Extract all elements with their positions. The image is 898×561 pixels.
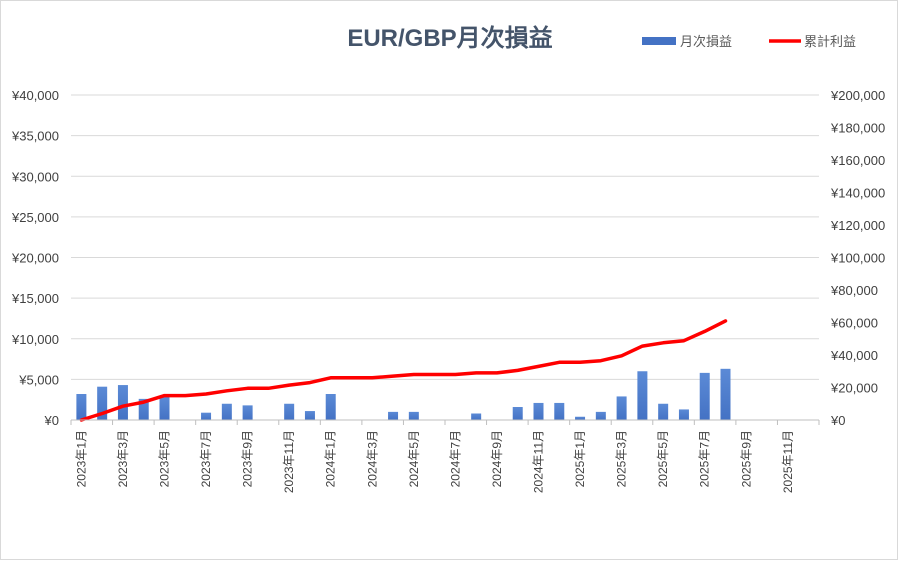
y-left-tick-label: ¥40,000 [11, 88, 59, 103]
y-left-tick-label: ¥10,000 [11, 332, 59, 347]
cumulative-line [79, 319, 728, 422]
bar [720, 368, 731, 420]
x-tick-label: 2024年5月 [407, 430, 421, 487]
legend-label-monthly: 月次損益 [680, 34, 732, 49]
gridlines [71, 94, 819, 421]
x-tick-label: 2023年5月 [158, 430, 172, 487]
x-tick-label: 2024年7月 [448, 430, 462, 487]
y-right-tick-label: ¥100,000 [830, 251, 885, 266]
y-left-tick-label: ¥15,000 [11, 291, 59, 306]
bar [325, 394, 336, 420]
x-tick-label: 2025年7月 [698, 430, 712, 487]
legend: 月次損益 累計利益 [642, 34, 856, 49]
bar [616, 396, 627, 420]
bar [97, 386, 108, 420]
x-tick-label: 2025年3月 [615, 430, 629, 487]
line-series [79, 319, 728, 422]
bar [575, 416, 586, 420]
y-right-tick-label: ¥0 [830, 413, 845, 428]
x-tick-label: 2025年9月 [739, 430, 753, 487]
legend-bar-swatch [642, 37, 676, 45]
y-right-tick-label: ¥120,000 [830, 218, 885, 233]
y-left-tick-label: ¥20,000 [11, 251, 59, 266]
x-tick-label: 2024年3月 [365, 430, 379, 487]
x-tick-label: 2023年3月 [116, 430, 130, 487]
bar [138, 398, 149, 420]
x-tick-label: 2025年1月 [573, 430, 587, 487]
x-tick-label: 2024年11月 [532, 430, 546, 493]
y-right-tick-label: ¥60,000 [830, 316, 878, 331]
bar [76, 394, 87, 420]
x-tick-label: 2024年1月 [324, 430, 338, 487]
x-tick-label: 2023年1月 [74, 430, 88, 487]
bar [637, 371, 648, 420]
bar [595, 411, 606, 420]
x-tick-label: 2023年9月 [241, 430, 255, 487]
bar [221, 403, 232, 420]
bar [159, 396, 170, 420]
y-right-tick-label: ¥160,000 [830, 153, 885, 168]
y-left-tick-label: ¥30,000 [11, 169, 59, 184]
bar [284, 403, 295, 420]
bar [699, 372, 710, 420]
x-axis: 2023年1月 2023年3月 2023年5月 2023年7月 2023年9月 2023年… [70, 419, 820, 493]
y-right-tick-label: ¥140,000 [830, 186, 885, 201]
chart-title: EUR/GBP月次損益 [347, 24, 552, 52]
bar [304, 411, 315, 420]
bar [117, 385, 128, 420]
y-left-tick-label: ¥5,000 [18, 372, 59, 387]
bar [533, 402, 544, 420]
y-right-tick-label: ¥180,000 [830, 121, 885, 136]
y-left-tick-label: ¥35,000 [11, 129, 59, 144]
bar [678, 409, 689, 420]
x-tick-label: 2023年7月 [199, 430, 213, 487]
y-left-tick-label: ¥0 [44, 413, 59, 428]
legend-label-cumulative: 累計利益 [804, 34, 856, 49]
y-right-tick-label: ¥40,000 [830, 348, 878, 363]
bar [554, 402, 565, 420]
bar-series [76, 368, 731, 420]
bar [201, 412, 212, 420]
y-right-tick-label: ¥200,000 [830, 88, 885, 103]
x-tick-label: 2023年11月 [282, 430, 296, 493]
x-tick-label: 2025年11月 [781, 430, 795, 493]
y-axis-left: ¥0 ¥5,000 ¥10,000 ¥15,000 ¥20,000 ¥25,000 ¥30,… [11, 88, 59, 428]
y-left-tick-label: ¥25,000 [11, 210, 59, 225]
bar [242, 405, 253, 420]
x-tick-label: 2025年5月 [656, 430, 670, 487]
y-right-tick-label: ¥80,000 [830, 283, 878, 298]
y-right-tick-label: ¥20,000 [830, 381, 878, 396]
bar [658, 403, 669, 420]
bar [388, 411, 399, 420]
x-tick-label: 2024年9月 [490, 430, 504, 487]
y-axis-right: ¥0 ¥20,000 ¥40,000 ¥60,000 ¥80,000 ¥100,000 ¥1… [830, 88, 885, 428]
bar [471, 413, 482, 420]
bar [512, 407, 523, 420]
bar [408, 411, 419, 420]
